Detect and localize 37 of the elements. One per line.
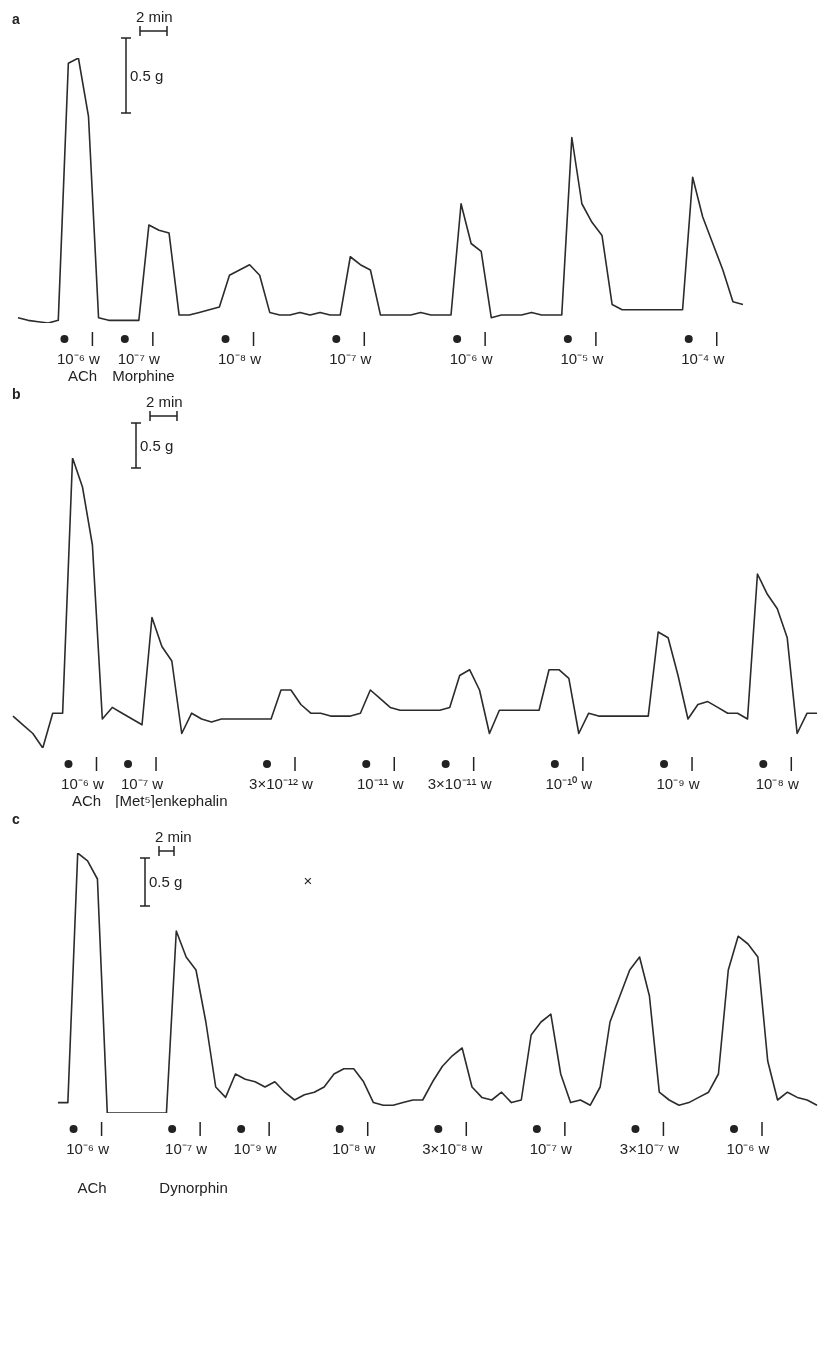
- x-tick-label: 10⁻⁵ w: [560, 350, 604, 367]
- chart-title: b: [12, 386, 21, 402]
- x-tick-label: 10⁻⁷ w: [117, 350, 161, 367]
- x-tick-label: 10⁻⁸ w: [218, 350, 262, 367]
- x-tick-label: 3×10⁻⁸ w: [422, 1140, 483, 1157]
- text: Dynorphin: [159, 1179, 228, 1196]
- x-tick-label: 10⁻⁷ w: [165, 1140, 208, 1157]
- x-tick-label: 10⁻⁸ w: [755, 775, 799, 792]
- x-tick-label: 10⁻¹¹ w: [356, 775, 404, 792]
- x-tick-label: 10⁻⁷ w: [329, 350, 372, 367]
- x-tick-label: 3×10⁻⁷ w: [619, 1140, 680, 1157]
- text: 2 min: [146, 393, 183, 410]
- text: ACh: [77, 1179, 107, 1196]
- x-tick-label: 10⁻⁴ w: [681, 350, 725, 367]
- x-tick-label: 10⁻⁷ w: [529, 1140, 573, 1157]
- chart-title: a: [12, 11, 20, 27]
- x-tick-label: 10⁻⁶ w: [56, 350, 101, 367]
- x-tick-label: 10⁻⁸ w: [332, 1140, 376, 1157]
- x-tick-label: 10⁻⁹ w: [656, 775, 700, 792]
- x-tick-label: 10⁻⁶ w: [66, 1140, 110, 1157]
- chart-title: c: [12, 811, 20, 827]
- text: ACh: [71, 792, 102, 809]
- annotation: 0.5 g: [149, 873, 183, 890]
- x-tick-label: 10⁻¹⁰ w: [545, 775, 593, 792]
- x-tick-label: 10⁻⁷ w: [120, 775, 164, 792]
- annotation: ×: [303, 872, 313, 889]
- annotation: 0.5 g: [130, 66, 164, 84]
- x-tick-label: 10⁻⁶ w: [726, 1140, 770, 1157]
- text: 2 min: [155, 828, 192, 845]
- x-tick-label: 10⁻⁹ w: [233, 1140, 277, 1157]
- text: ACh: [67, 367, 98, 384]
- x-tick-label: 3×10⁻¹² w: [249, 775, 314, 792]
- text: 0.5 g: [140, 436, 174, 454]
- x-tick-label: 10⁻⁶ w: [449, 350, 493, 367]
- text: 2 min: [136, 8, 173, 25]
- x-tick-label: 10⁻⁶ w: [61, 775, 105, 792]
- x-tick-label: 3×10⁻¹¹ w: [427, 775, 492, 792]
